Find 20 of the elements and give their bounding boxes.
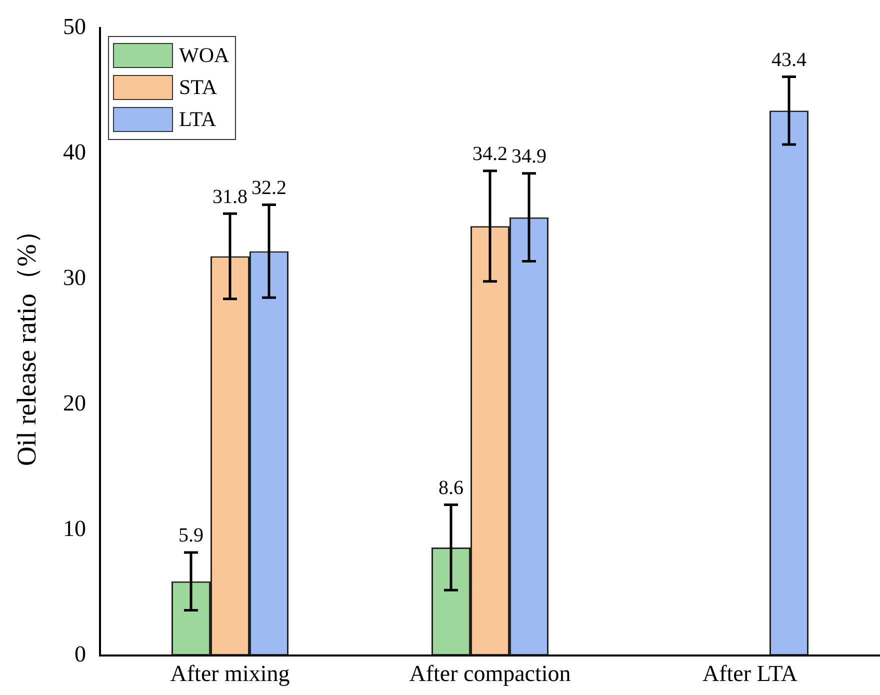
y-tick-label: 10 [63,516,86,541]
data-label: 5.9 [178,524,204,547]
y-axis-title: Oil release ratio（%） [11,217,42,466]
x-tick-label: After mixing [170,661,290,686]
y-tick-label: 30 [63,264,86,290]
legend-label: LTA [179,107,216,132]
data-label: 8.6 [438,477,464,500]
data-label: 34.2 [472,143,508,166]
y-tick-label: 20 [63,390,86,416]
data-label: 34.9 [512,146,546,168]
legend-label: WOA [179,43,230,68]
data-label: 31.8 [212,186,248,208]
y-tick-label: 40 [63,139,86,164]
x-tick-label: After compaction [409,661,572,686]
y-tick-label: 0 [74,641,86,666]
x-tick-label: After LTA [702,661,798,686]
y-tick-label: 50 [63,14,86,39]
legend-label: STA [179,75,217,100]
data-label: 43.4 [772,49,806,72]
data-label: 32.2 [252,177,286,200]
